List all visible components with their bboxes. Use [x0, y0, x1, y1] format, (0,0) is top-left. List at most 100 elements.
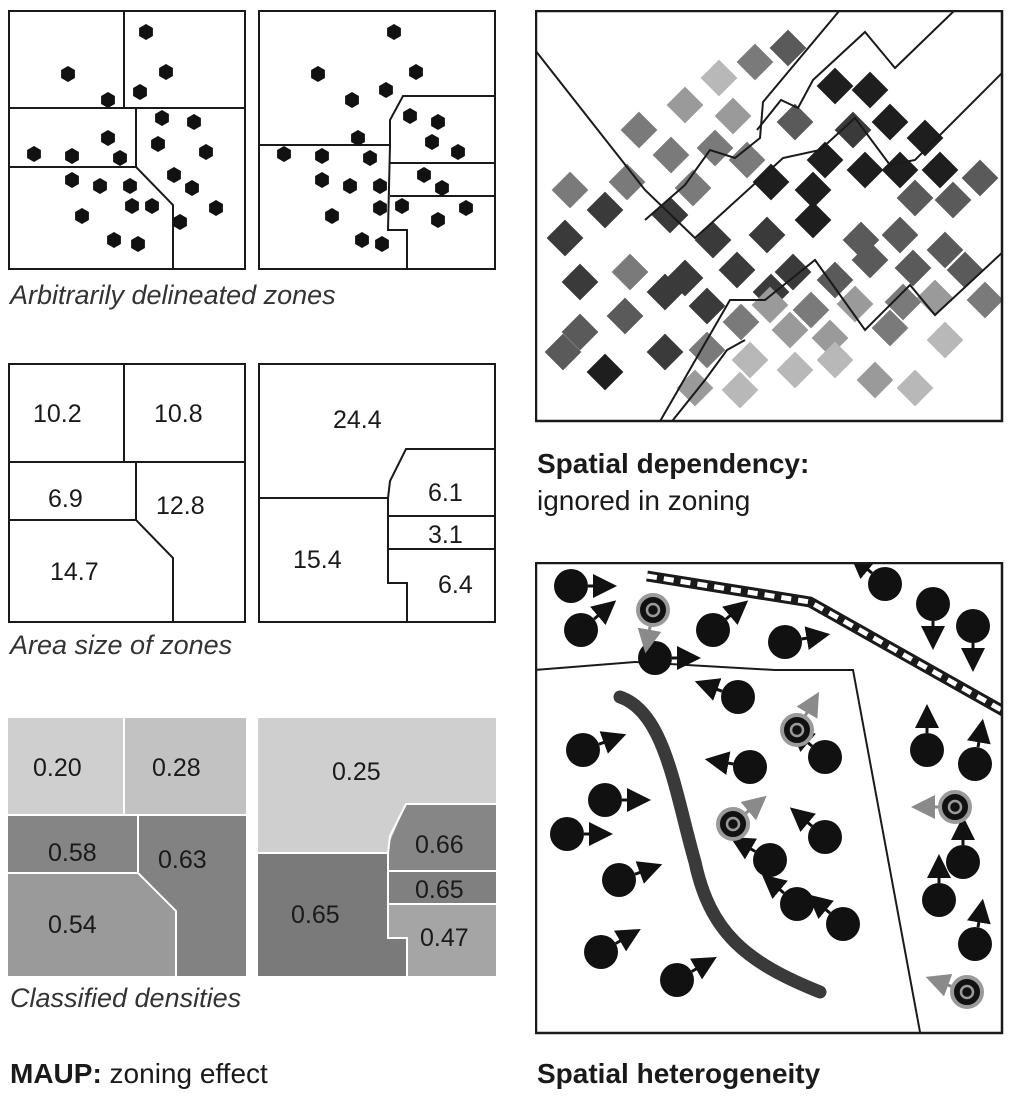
zone-density-label: 0.63	[158, 846, 207, 874]
point-marker	[131, 236, 145, 252]
point-marker	[325, 208, 339, 224]
diamond-marker	[794, 171, 832, 209]
spatial-dependency-map	[535, 10, 1004, 423]
density-map-left: 0.20 0.28 0.58 0.63 0.54	[8, 718, 246, 976]
diamond-marker	[586, 191, 624, 229]
agent	[584, 935, 618, 969]
agent	[638, 641, 672, 675]
agent	[868, 567, 902, 601]
point-marker	[375, 236, 389, 252]
agent	[733, 750, 767, 784]
point-marker	[373, 178, 387, 194]
point-marker	[187, 114, 201, 130]
point-marker	[185, 180, 199, 196]
point-marker	[159, 64, 173, 80]
diamond-marker	[774, 253, 812, 291]
direction-arrow	[801, 626, 831, 650]
direction-arrow	[789, 807, 816, 833]
point-marker	[343, 178, 357, 194]
diamond-marker	[544, 333, 582, 371]
agent	[768, 625, 802, 659]
point-marker	[151, 136, 165, 152]
outlier-agent	[780, 713, 814, 747]
diamond-marker	[894, 249, 932, 287]
diamond-marker	[731, 341, 769, 379]
agent	[826, 907, 860, 941]
diamond-marker	[776, 351, 814, 389]
point-marker	[451, 144, 465, 160]
zone-density-label: 0.25	[332, 758, 381, 786]
point-marker	[277, 146, 291, 162]
point-marker	[65, 172, 79, 188]
diamond-marker	[794, 201, 832, 239]
direction-arrow	[807, 894, 834, 920]
direction-arrow	[614, 928, 641, 952]
caption-spatial-dependency: Spatial dependency:	[537, 448, 809, 480]
point-marker	[373, 200, 387, 216]
point-marker	[351, 130, 365, 146]
agent	[808, 820, 842, 854]
direction-arrow	[690, 956, 717, 980]
point-marker	[403, 108, 417, 124]
diamond-marker	[906, 119, 944, 157]
point-marker	[93, 178, 107, 194]
point-marker	[145, 198, 159, 214]
zone-area-label: 6.9	[48, 485, 83, 513]
diamond-marker	[646, 333, 684, 371]
diamond-marker	[586, 353, 624, 391]
point-marker	[113, 150, 127, 166]
direction-arrow	[590, 600, 617, 626]
point-marker	[139, 24, 153, 40]
caption-maup: MAUP: zoning effect	[10, 1058, 268, 1090]
point-marker	[199, 144, 213, 160]
zone-area-label: 3.1	[428, 521, 463, 549]
agent	[550, 817, 584, 851]
point-marker	[431, 212, 445, 228]
point-marker	[431, 114, 445, 130]
point-marker	[173, 214, 187, 230]
diamond-marker	[561, 263, 599, 301]
zone-density-label: 0.66	[415, 831, 464, 859]
point-marker	[65, 148, 79, 164]
direction-arrow	[849, 563, 876, 580]
diamond-marker	[851, 71, 889, 109]
diamond-marker	[666, 86, 704, 124]
outlier-ring	[725, 816, 741, 832]
point-marker	[387, 24, 401, 40]
diamond-marker	[884, 283, 922, 321]
agent	[946, 845, 980, 879]
point-marker	[75, 208, 89, 224]
agent	[808, 740, 842, 774]
diamond-marker	[700, 59, 738, 97]
agent	[588, 783, 622, 817]
diamond-marker	[816, 67, 854, 105]
diamond-marker	[926, 321, 964, 359]
point-marker	[311, 66, 325, 82]
point-marker	[315, 148, 329, 164]
zone-density-label: 0.20	[33, 754, 82, 782]
agent	[564, 613, 598, 647]
outlier-agent	[938, 790, 972, 824]
direction-arrow	[730, 836, 757, 860]
diamond-marker	[736, 43, 774, 81]
diamond-marker	[816, 341, 854, 379]
diamond-marker	[546, 219, 584, 257]
caption-arbitrary-zones: Arbitrarily delineated zones	[10, 280, 336, 310]
point-marker	[107, 232, 121, 248]
agent	[660, 963, 694, 997]
direction-arrow	[722, 600, 749, 626]
diamond-marker	[816, 261, 854, 299]
diamond-marker	[921, 151, 959, 189]
diamond-marker	[606, 297, 644, 335]
agent	[958, 747, 992, 781]
point-marker	[425, 134, 439, 150]
zones-map-left	[8, 10, 246, 270]
direction-arrow	[796, 691, 820, 719]
direction-arrow	[967, 718, 991, 748]
diamond-marker	[748, 216, 786, 254]
direction-arrow	[925, 973, 954, 997]
point-marker	[417, 167, 431, 183]
point-marker	[101, 92, 115, 108]
point-marker	[123, 178, 137, 194]
agent	[780, 887, 814, 921]
